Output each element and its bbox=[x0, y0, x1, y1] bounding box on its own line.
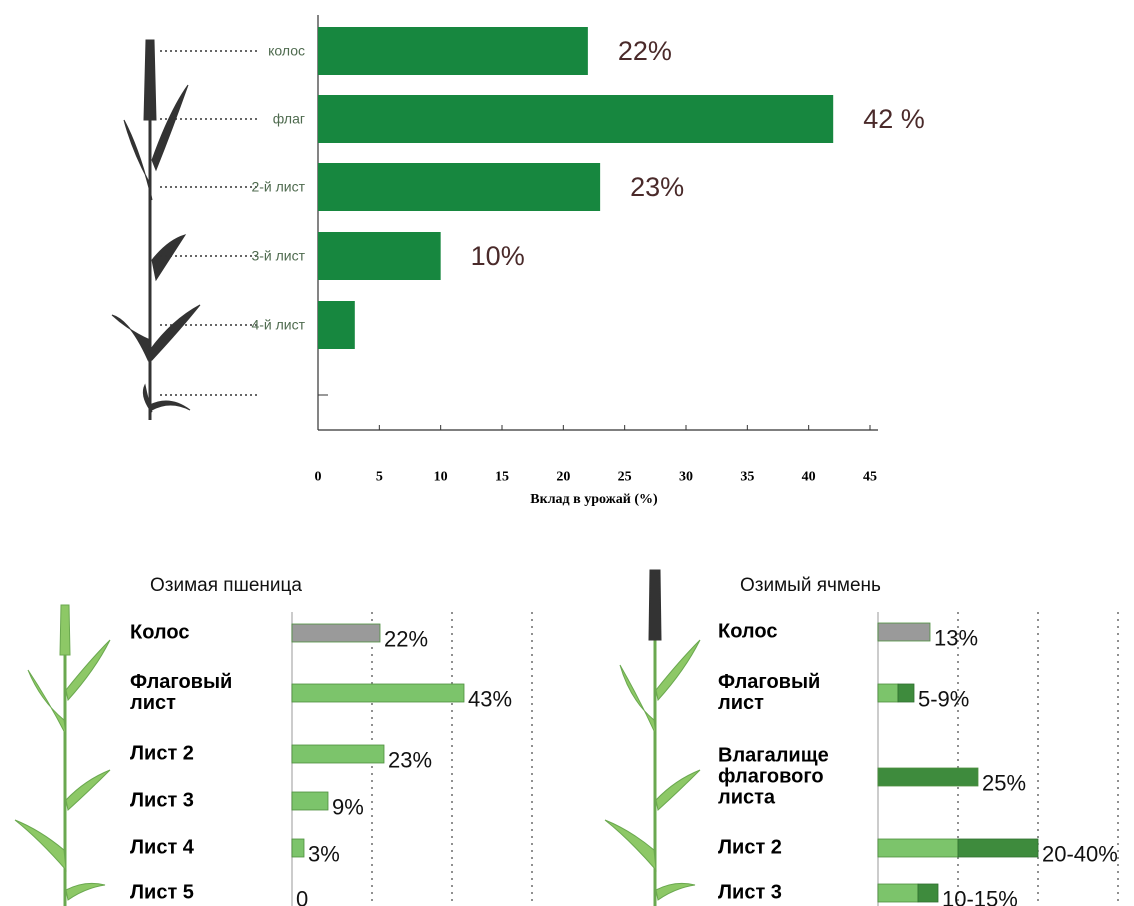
category-label: колос bbox=[268, 42, 305, 59]
category-label: Влагалище флагового листа bbox=[718, 744, 835, 809]
value-label: 25% bbox=[982, 770, 1027, 796]
bar-segment bbox=[877, 883, 919, 903]
bar bbox=[291, 623, 381, 643]
category-label: Флаговый лист bbox=[718, 671, 826, 714]
bar bbox=[291, 838, 305, 858]
category-label: Лист 3 bbox=[718, 881, 782, 904]
chart-title: Озимая пшеница bbox=[150, 575, 302, 596]
value-label: 0 bbox=[296, 886, 309, 906]
value-label: 3% bbox=[308, 841, 340, 867]
bar bbox=[877, 622, 931, 642]
bar-segment bbox=[877, 838, 959, 858]
x-tick-label: 20 bbox=[556, 469, 571, 485]
x-tick-label: 40 bbox=[801, 469, 816, 485]
value-label: 9% bbox=[332, 794, 364, 820]
category-label: Лист 2 bbox=[718, 836, 782, 859]
x-tick-label: 10 bbox=[433, 469, 448, 485]
value-label: 10-15% bbox=[942, 886, 1018, 906]
value-label: 23% bbox=[388, 747, 433, 773]
bar bbox=[318, 95, 834, 143]
x-tick-label: 15 bbox=[495, 469, 509, 485]
bar-segment bbox=[897, 683, 915, 703]
bar bbox=[291, 744, 385, 764]
value-label: 13% bbox=[934, 625, 979, 651]
category-label: Лист 2 bbox=[130, 742, 194, 765]
bar bbox=[318, 301, 355, 349]
bar-segment bbox=[877, 683, 899, 703]
category-label: Лист 4 bbox=[130, 836, 194, 859]
chart-title: Озимый ячмень bbox=[740, 575, 881, 596]
x-tick-label: 5 bbox=[375, 469, 383, 485]
bar-segment bbox=[957, 838, 1039, 858]
value-label: 22% bbox=[617, 35, 672, 66]
category-label: Флаговый лист bbox=[130, 671, 238, 714]
value-label: 43% bbox=[468, 686, 513, 712]
value-label: 42 % bbox=[863, 103, 925, 134]
category-label: Колос bbox=[130, 621, 190, 644]
bar bbox=[291, 791, 329, 811]
category-label: флаг bbox=[272, 110, 305, 127]
category-label: Лист 5 bbox=[130, 881, 194, 904]
x-axis-label: Вклад в урожай (%) bbox=[530, 492, 658, 507]
bar bbox=[318, 163, 601, 211]
bar bbox=[877, 767, 979, 787]
category-label: Лист 3 bbox=[130, 789, 194, 812]
plant-green-2 bbox=[604, 569, 701, 906]
x-tick-label: 0 bbox=[314, 469, 322, 485]
value-label: 10% bbox=[470, 240, 525, 271]
bar-segment bbox=[917, 883, 939, 903]
category-label: 4-й лист bbox=[251, 316, 305, 333]
value-label: 5-9% bbox=[918, 686, 970, 712]
category-label: 2-й лист bbox=[251, 178, 305, 195]
x-tick-label: 35 bbox=[740, 469, 755, 485]
value-label: 22% bbox=[384, 626, 429, 652]
bar bbox=[318, 232, 441, 280]
category-label: Колос bbox=[718, 620, 778, 643]
plant-green-1 bbox=[14, 604, 111, 906]
value-label: 23% bbox=[630, 171, 685, 202]
category-label: 3-й лист bbox=[251, 247, 305, 264]
bar bbox=[318, 27, 588, 75]
value-label: 20-40% bbox=[1042, 841, 1118, 867]
x-tick-label: 30 bbox=[679, 469, 693, 485]
x-tick-label: 45 bbox=[863, 469, 877, 485]
bar bbox=[291, 683, 465, 703]
x-tick-label: 25 bbox=[617, 469, 632, 485]
plant-dark bbox=[111, 39, 201, 420]
